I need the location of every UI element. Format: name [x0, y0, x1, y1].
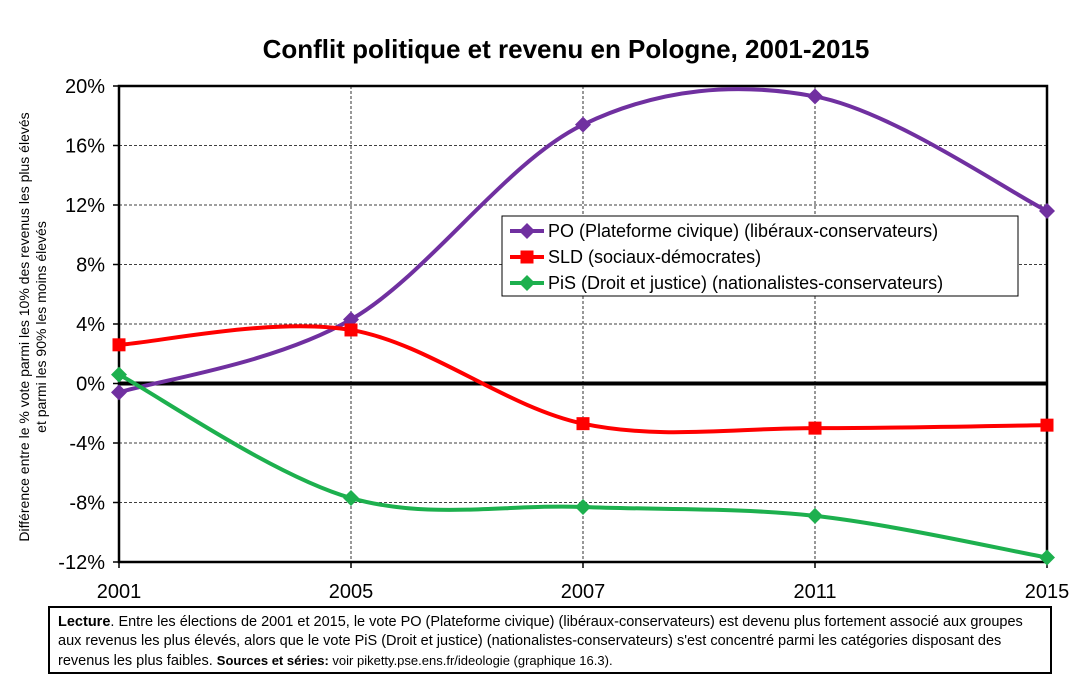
legend-marker-0 [519, 223, 535, 239]
x-tick-label: 2007 [561, 581, 606, 603]
note-text: . Entre les élections de 2001 et 2015, l… [58, 614, 1023, 669]
chart-title: Conflit politique et revenu en Pologne, … [263, 34, 870, 64]
y-tick-label: 4% [76, 314, 105, 336]
series-2-point [111, 366, 127, 383]
series-2-point [1039, 549, 1055, 566]
y-tick-label: -12% [58, 552, 105, 574]
series-1-point [576, 417, 590, 431]
plot-area: -12% -8% -4% 0% 4% 8% 12% 16% 20% 2001 2005 2007 201… [58, 76, 1069, 603]
y-tick-label: 16% [65, 136, 105, 158]
series-0-point [575, 116, 591, 133]
series-1-point [112, 338, 126, 352]
series-2-point [807, 507, 823, 524]
legend-box [501, 215, 1019, 297]
x-tick-label: 2001 [97, 581, 142, 603]
legend-marker-2 [519, 275, 535, 291]
series-0-point [1039, 202, 1055, 219]
y-tick-label: -8% [69, 493, 105, 515]
y-tick-label: 20% [65, 76, 105, 98]
x-tick-label: 2015 [1025, 581, 1070, 603]
series-0-point [111, 384, 127, 401]
y-axis-label: Différence entre le % vote parmi les 10%… [16, 112, 49, 541]
y-tick-label: 12% [65, 195, 105, 217]
series-0-point [807, 88, 823, 105]
y-tick-label: -4% [69, 433, 105, 455]
x-tick-label: 2005 [329, 581, 374, 603]
series-2-point [343, 490, 359, 507]
legend-marker-1 [520, 250, 534, 264]
note-sources-label: Sources et séries: [216, 653, 329, 668]
y-axis-label-line2: et parmi les 90% les moins élevés [33, 221, 49, 433]
reading-note: Lecture. Entre les élections de 2001 et … [48, 606, 1052, 674]
legend-label-1: SLD (sociaux-démocrates) [548, 247, 761, 267]
legend-label-2: PiS (Droit et justice) (nationalistes-co… [548, 273, 943, 293]
y-axis-label-line1: Différence entre le % vote parmi les 10%… [16, 112, 32, 541]
series-1-point [808, 421, 822, 435]
y-tick-label: 8% [76, 255, 105, 277]
note-lecture-label: Lecture [58, 614, 111, 630]
note-sources-text: voir piketty.pse.ens.fr/ideologie (graph… [328, 653, 613, 668]
chart-svg: Conflit politique et revenu en Pologne, … [16, 34, 1069, 603]
series-1-point [1040, 418, 1054, 432]
x-tick-label: 2011 [793, 581, 836, 603]
y-tick-label: 0% [76, 374, 105, 396]
series-2-point [575, 498, 591, 515]
series-1-point [344, 323, 358, 337]
legend-label-0: PO (Plateforme civique) (libéraux-conser… [548, 221, 938, 241]
